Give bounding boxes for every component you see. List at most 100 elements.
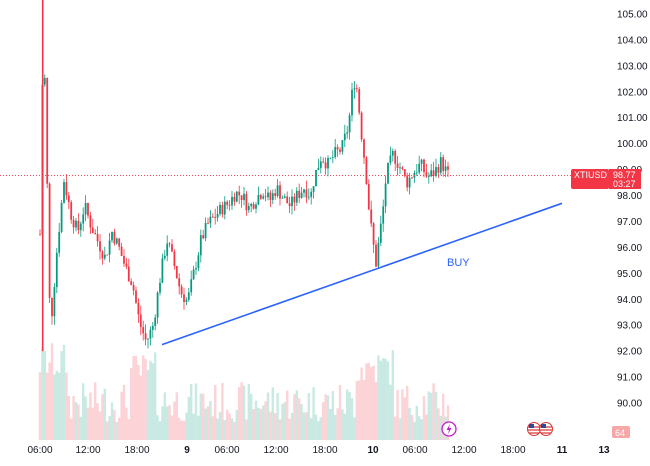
volume-bar xyxy=(192,413,195,440)
candle-body xyxy=(382,206,385,224)
volume-bar xyxy=(118,417,121,440)
volume-bar xyxy=(94,382,97,440)
candle-body xyxy=(331,157,334,158)
candle-body xyxy=(408,177,411,188)
candle-body xyxy=(223,201,226,215)
volume-bar xyxy=(103,388,106,440)
candle-body xyxy=(279,185,281,199)
y-tick-label: 104.00 xyxy=(617,35,648,46)
us-flag-icon[interactable] xyxy=(527,422,541,436)
trendline[interactable] xyxy=(161,202,563,346)
volume-bar xyxy=(367,362,370,440)
y-tick-label: 105.00 xyxy=(617,10,648,21)
candle-body xyxy=(46,78,49,184)
x-tick-label: 12:00 xyxy=(75,445,100,456)
volume-bar xyxy=(310,418,313,440)
candle-body xyxy=(161,258,164,283)
candle-body xyxy=(214,217,217,218)
candle-body xyxy=(221,204,224,215)
candle-body xyxy=(324,162,327,169)
y-tick-label: 97.00 xyxy=(617,217,642,228)
volume-bar xyxy=(372,365,375,440)
candle-body xyxy=(125,263,128,267)
candle-body xyxy=(84,202,87,215)
volume-bar xyxy=(391,350,394,440)
candle-body xyxy=(204,222,207,239)
volume-bar xyxy=(98,411,102,440)
candle-body xyxy=(79,223,82,231)
candle-body xyxy=(135,290,137,303)
candle-body xyxy=(216,213,219,218)
candle-body xyxy=(274,193,277,196)
candle-body xyxy=(312,186,315,192)
volume-bar xyxy=(295,390,298,440)
candle-body xyxy=(48,183,51,298)
volume-bar xyxy=(185,412,188,440)
volume-bar xyxy=(214,385,217,440)
candle-body xyxy=(286,196,289,204)
candle-body xyxy=(103,254,106,259)
candle-body xyxy=(111,231,113,241)
candle-body xyxy=(252,204,255,209)
candle-body xyxy=(399,167,401,169)
candle-body xyxy=(343,133,346,141)
candle-body xyxy=(197,255,200,269)
candle-body xyxy=(295,190,298,203)
volume-bar xyxy=(89,392,92,440)
candle-body xyxy=(375,244,377,267)
candle-body xyxy=(75,220,77,228)
x-tick-label: 10 xyxy=(367,445,379,456)
volume-bar xyxy=(158,421,162,440)
candle-body xyxy=(281,198,284,199)
candle-body xyxy=(173,251,176,267)
candle-body xyxy=(82,214,85,224)
candle-body xyxy=(118,238,121,247)
candle-body xyxy=(334,147,337,158)
candle-body xyxy=(415,172,418,174)
candle-body xyxy=(387,162,389,184)
candle-body xyxy=(358,89,361,113)
candle-body xyxy=(365,157,368,185)
volume-bar xyxy=(62,344,66,440)
volume-bar xyxy=(211,416,214,440)
volume-bar xyxy=(106,421,109,440)
y-tick-label: 93.00 xyxy=(617,321,642,332)
volume-bar xyxy=(72,396,75,440)
volume-bar xyxy=(314,414,318,440)
candle-body xyxy=(403,169,406,176)
volume-bar xyxy=(142,355,145,440)
volume-bar xyxy=(96,403,99,440)
candle-body xyxy=(250,204,253,206)
candle-body xyxy=(180,286,183,295)
y-tick-label: 92.00 xyxy=(617,347,642,358)
volume-bar xyxy=(257,407,260,440)
volume-bar xyxy=(120,391,123,440)
candle-body xyxy=(423,159,425,173)
volume-bar xyxy=(410,414,414,440)
volume-bar xyxy=(286,390,289,440)
candle-body xyxy=(348,115,351,133)
candle-body xyxy=(87,202,89,216)
candle-body xyxy=(91,227,94,234)
candle-body xyxy=(288,203,291,207)
volume-bar xyxy=(202,393,205,440)
volume-bar xyxy=(434,391,438,440)
candle-body xyxy=(418,163,421,173)
volume-bar xyxy=(127,419,130,440)
volume-bar xyxy=(324,394,327,440)
volume-bar xyxy=(271,387,274,440)
candle-body xyxy=(115,238,118,244)
volume-bar xyxy=(43,350,46,440)
candle-body xyxy=(63,182,65,203)
volume-bar xyxy=(86,407,90,440)
lightning-icon[interactable] xyxy=(441,421,457,437)
candle-body xyxy=(147,338,149,340)
us-flag-icon[interactable] xyxy=(539,422,553,436)
candle-body xyxy=(77,220,80,231)
candle-body xyxy=(149,329,152,339)
volume-bar xyxy=(331,391,334,440)
volume-bar xyxy=(437,408,440,440)
last-price-tag[interactable]: XTIUSD 98.77 98.77 03:27 xyxy=(571,169,641,189)
volume-bar xyxy=(110,402,114,440)
